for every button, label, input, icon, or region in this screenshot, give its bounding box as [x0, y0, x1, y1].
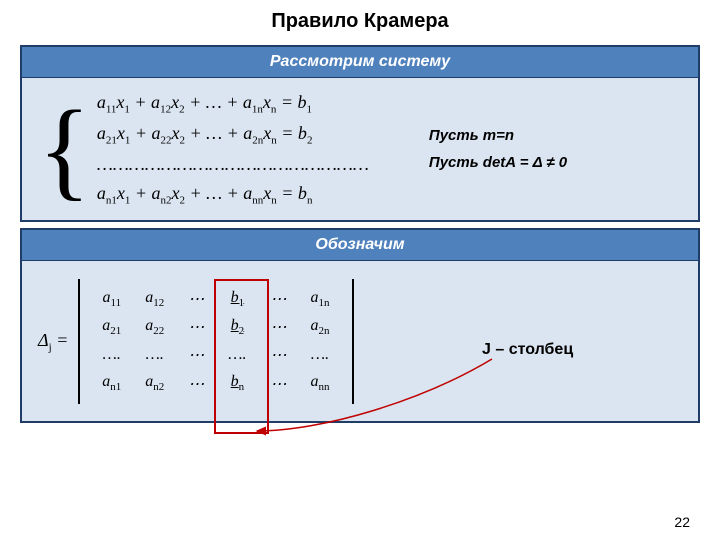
- condition: Пусть m=n: [429, 127, 567, 144]
- matrix-cell: ⋯: [176, 285, 216, 313]
- equation-list: a11x1 + a12x2 + … + a1nxn = b1a21x1 + a2…: [97, 88, 369, 210]
- equation-row: a21x1 + a22x2 + … + a2nxn = b2: [97, 119, 369, 150]
- notation-box-body: Δj = a11a12⋯b1⋯a1na21a22⋯b2⋯a2n….….⋯….⋯……: [22, 261, 698, 421]
- matrix-cell: a21: [90, 313, 133, 341]
- highlight-column: [214, 279, 268, 434]
- slide: Правило Крамера Рассмотрим систему { a11…: [0, 0, 720, 540]
- matrix-cell: an1: [90, 369, 133, 397]
- notation-box-header: Обозначим: [22, 230, 698, 261]
- matrix-cell: ….: [299, 341, 342, 369]
- matrix-cell: ⋯: [176, 341, 216, 369]
- matrix-cell: a1n: [299, 285, 342, 313]
- determinant: Δj = a11a12⋯b1⋯a1na21a22⋯b2⋯a2n….….⋯….⋯……: [38, 279, 354, 404]
- system-box-header: Рассмотрим систему: [22, 47, 698, 78]
- system-box: Рассмотрим систему { a11x1 + a12x2 + … +…: [20, 45, 700, 222]
- matrix-cell: a22: [133, 313, 176, 341]
- page-title: Правило Крамера: [0, 0, 720, 39]
- matrix-cell: a12: [133, 285, 176, 313]
- matrix-cell: a11: [90, 285, 133, 313]
- equation-row: ……………………………………………: [97, 150, 369, 179]
- matrix-cell: ….: [90, 341, 133, 369]
- matrix-cell: a2n: [299, 313, 342, 341]
- system-box-body: { a11x1 + a12x2 + … + a1nxn = b1a21x1 + …: [22, 78, 698, 220]
- system-equations: { a11x1 + a12x2 + … + a1nxn = b1a21x1 + …: [38, 88, 369, 210]
- delta-j-label: Δj =: [38, 330, 68, 354]
- brace-icon: {: [38, 94, 91, 204]
- conditions: Пусть m=n Пусть detA = Δ ≠ 0: [429, 117, 567, 181]
- matrix-cell: ….: [133, 341, 176, 369]
- matrix-cell: ⋯: [176, 369, 216, 397]
- equation-row: a11x1 + a12x2 + … + a1nxn = b1: [97, 88, 369, 119]
- notation-box: Обозначим Δj = a11a12⋯b1⋯a1na21a22⋯b2⋯a2…: [20, 228, 700, 423]
- matrix-cell: an2: [133, 369, 176, 397]
- matrix: a11a12⋯b1⋯a1na21a22⋯b2⋯a2n….….⋯….⋯….an1a…: [78, 279, 353, 404]
- matrix-cell: ann: [299, 369, 342, 397]
- equation-row: an1x1 + an2x2 + … + annxn = bn: [97, 179, 369, 210]
- condition: Пусть detA = Δ ≠ 0: [429, 154, 567, 171]
- j-column-label: J – столбец: [482, 341, 573, 359]
- page-number: 22: [674, 514, 690, 530]
- matrix-cell: ⋯: [176, 313, 216, 341]
